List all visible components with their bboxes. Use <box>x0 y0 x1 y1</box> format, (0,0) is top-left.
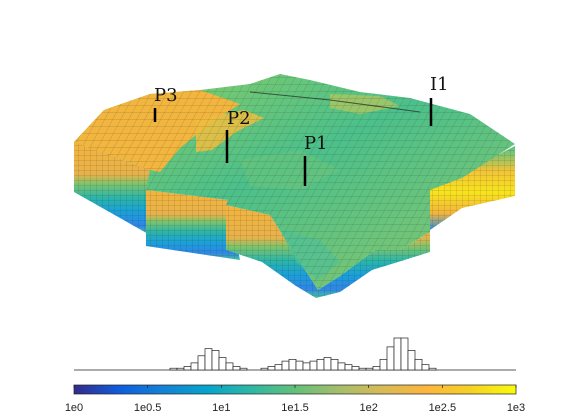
colorbar-tick-label: 1e0 <box>65 402 83 414</box>
histogram-bar <box>372 366 381 371</box>
histogram-bar <box>337 362 346 371</box>
histogram-bar <box>393 337 402 371</box>
well-label-p2: P2 <box>227 108 251 129</box>
histogram-bar <box>260 367 269 371</box>
colorbar-tick-label: 1e1 <box>212 402 230 414</box>
histogram-bar <box>316 358 325 371</box>
histogram-bar <box>232 366 241 371</box>
histogram-bar <box>281 360 290 371</box>
histogram-bar <box>358 367 367 371</box>
histogram-bar <box>183 366 192 371</box>
histogram-bar <box>428 367 437 371</box>
well-markers: P3 P2 P1 I1 <box>153 74 449 186</box>
histogram-bar <box>309 360 318 371</box>
histogram-bar <box>274 364 283 371</box>
histogram-bar <box>344 364 353 371</box>
well-label-i1: I1 <box>430 74 449 95</box>
well-i1: I1 <box>429 74 449 126</box>
colorbar-tick-label: 1e2 <box>359 402 377 414</box>
histogram-bar <box>204 348 213 371</box>
value-histogram <box>74 337 516 371</box>
histogram-bar <box>288 358 297 371</box>
histogram-bar <box>414 358 423 371</box>
histogram-bar <box>295 360 304 371</box>
well-label-p3: P3 <box>154 85 178 106</box>
histogram-bar <box>267 366 276 371</box>
histogram-bar <box>176 367 185 371</box>
histogram-bar <box>302 362 311 371</box>
colorbar-tick-label: 1e1.5 <box>281 402 309 414</box>
histogram-bar <box>225 362 234 371</box>
histogram-bar <box>323 357 332 371</box>
histogram-bar <box>169 367 178 371</box>
colorbar-tick-label: 1e0.5 <box>134 402 162 414</box>
histogram-bar <box>197 355 206 371</box>
histogram-bar <box>239 367 248 371</box>
histogram-bar <box>365 367 374 371</box>
histogram-bar <box>379 358 388 371</box>
colorbar-tick-label: 1e2.5 <box>429 402 457 414</box>
histogram-bar <box>330 358 339 371</box>
histogram-bar <box>407 350 416 371</box>
well-label-p1: P1 <box>304 133 328 154</box>
histogram-bar <box>211 350 220 371</box>
reservoir-grid-model <box>74 74 515 298</box>
histogram-bar <box>421 364 430 371</box>
well-p3: P3 <box>153 85 178 122</box>
histogram-bar <box>386 346 395 371</box>
well-p1: P1 <box>303 133 328 186</box>
well-p2: P2 <box>225 108 251 163</box>
histogram-bar <box>400 337 409 371</box>
histogram-bar <box>218 357 227 371</box>
histogram-bar <box>190 362 199 371</box>
histogram-bar <box>351 366 360 371</box>
colorbar: 1e0 1e0.5 1e1 1e1.5 1e2 1e2.5 1e3 <box>65 384 525 414</box>
colorbar-tick-label: 1e3 <box>507 402 525 414</box>
